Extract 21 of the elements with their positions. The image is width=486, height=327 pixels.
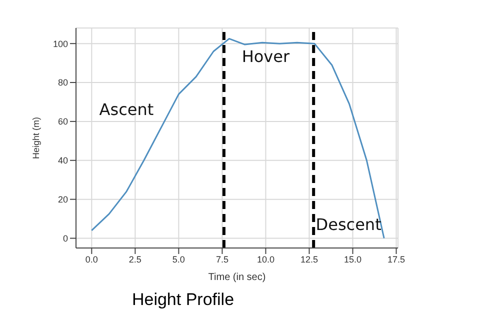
y-tick-label: 100 (52, 38, 68, 49)
x-tick-label: 5.0 (172, 254, 185, 264)
x-tick-label: 7.5 (216, 254, 228, 264)
x-tick-label: 15.0 (344, 254, 362, 264)
x-axis-title: Time (in sec) (208, 272, 266, 283)
y-tick-label: 20 (58, 194, 68, 205)
y-tick-label: 40 (58, 156, 68, 166)
y-axis-title: Height (m) (31, 116, 42, 160)
x-tick-label: 0.0 (85, 254, 98, 264)
y-tick-label: 80 (58, 78, 68, 88)
x-tick-label: 2.5 (128, 254, 142, 264)
y-tick-label: 60 (58, 116, 68, 127)
x-tick-label: 12.5 (300, 254, 318, 264)
x-tick-label: 10.0 (256, 254, 274, 264)
annotation: Descent (316, 214, 382, 234)
y-tick-label: 0 (62, 233, 68, 244)
annotation: Ascent (98, 100, 155, 119)
x-tick-label: 17.5 (387, 254, 406, 264)
text: Height Profile (130, 290, 236, 310)
annotation: Hover (240, 47, 291, 66)
line-series (90, 38, 385, 240)
